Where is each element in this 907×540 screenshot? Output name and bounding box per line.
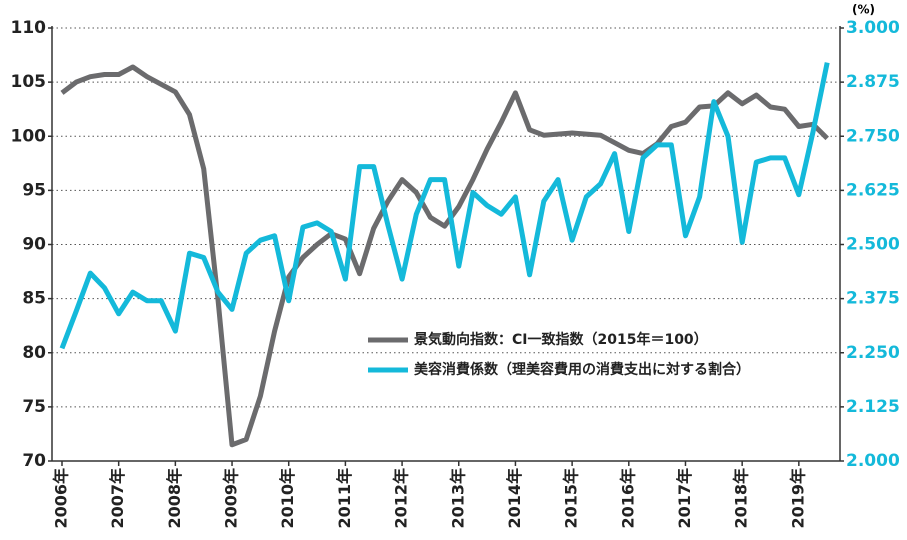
y2-tick-label: 2.500 <box>846 235 900 255</box>
y2-tick-label: 2.000 <box>846 451 900 471</box>
legend-label: 美容消費係数（理美容費用の消費支出に対する割合） <box>414 361 750 378</box>
y-tick-label: 105 <box>11 72 47 92</box>
x-tick-label: 2006年 <box>52 468 71 529</box>
y-tick-label: 80 <box>22 343 46 363</box>
y-tick-label: 85 <box>22 289 46 309</box>
y-tick-label: 100 <box>11 126 47 146</box>
y2-tick-label: 2.250 <box>846 343 900 363</box>
x-tick-label: 2014年 <box>505 468 524 529</box>
x-tick-label: 2007年 <box>108 468 127 529</box>
y-tick-label: 75 <box>22 397 46 417</box>
y2-tick-label: 2.125 <box>846 397 900 417</box>
y2-tick-label: 2.625 <box>846 180 900 200</box>
x-tick-label: 2016年 <box>618 468 637 529</box>
y2-tick-label: 2.875 <box>846 72 900 92</box>
y2-unit: (%) <box>852 3 875 17</box>
series-line <box>59 62 830 350</box>
y2-tick-label: 2.750 <box>846 126 900 146</box>
x-tick-label: 2009年 <box>222 468 241 529</box>
x-tick-label: 2013年 <box>448 468 467 529</box>
x-tick-label: 2017年 <box>675 468 694 529</box>
y-tick-label: 110 <box>11 18 47 38</box>
y2-tick-label: 2.375 <box>846 289 900 309</box>
x-tick-label: 2015年 <box>562 468 581 529</box>
series-line <box>60 64 829 448</box>
x-tick-label: 2011年 <box>335 468 354 529</box>
x-tick-label: 2012年 <box>392 468 411 529</box>
x-tick-label: 2008年 <box>165 468 184 529</box>
y-tick-label: 95 <box>22 180 46 200</box>
y-tick-label: 70 <box>22 451 46 471</box>
x-tick-label: 2019年 <box>788 468 807 529</box>
x-tick-label: 2010年 <box>278 468 297 529</box>
x-tick-label: 2018年 <box>732 468 751 529</box>
y2-tick-label: 3.000 <box>846 18 900 38</box>
y-tick-label: 90 <box>22 235 46 255</box>
legend-label: 景気動向指数：CI一致指数（2015年＝100） <box>414 331 708 348</box>
